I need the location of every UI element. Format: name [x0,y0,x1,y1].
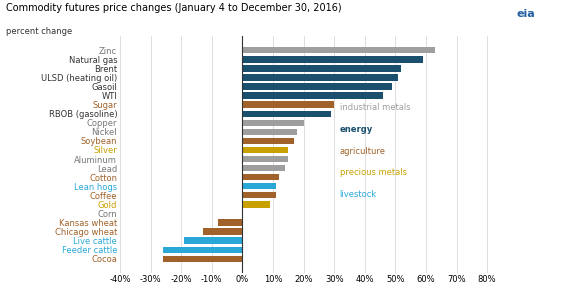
Bar [242,111,331,117]
Bar [184,238,242,244]
Bar [203,228,242,235]
Bar [242,47,435,53]
Bar [242,56,423,62]
Bar [242,201,270,208]
Bar [163,256,242,262]
Text: energy: energy [340,125,373,134]
Text: livestock: livestock [340,190,377,199]
Bar [242,156,288,162]
Bar [242,174,279,180]
Text: agriculture: agriculture [340,147,386,156]
Text: precious metals: precious metals [340,168,407,178]
Bar [163,247,242,253]
Bar [242,129,297,135]
Bar [242,120,304,126]
Bar [242,74,399,81]
Bar [242,102,334,108]
Text: percent change: percent change [6,27,72,36]
Text: Commodity futures price changes (January 4 to December 30, 2016): Commodity futures price changes (January… [6,3,341,13]
Text: eia: eia [517,9,536,19]
Bar [242,147,288,153]
Bar [242,65,401,72]
Bar [242,138,295,144]
Text: industrial metals: industrial metals [340,103,411,112]
Bar [242,183,276,189]
Bar [242,165,285,171]
Bar [242,83,392,90]
Bar [242,92,383,99]
Bar [242,192,276,198]
Bar [218,219,242,226]
